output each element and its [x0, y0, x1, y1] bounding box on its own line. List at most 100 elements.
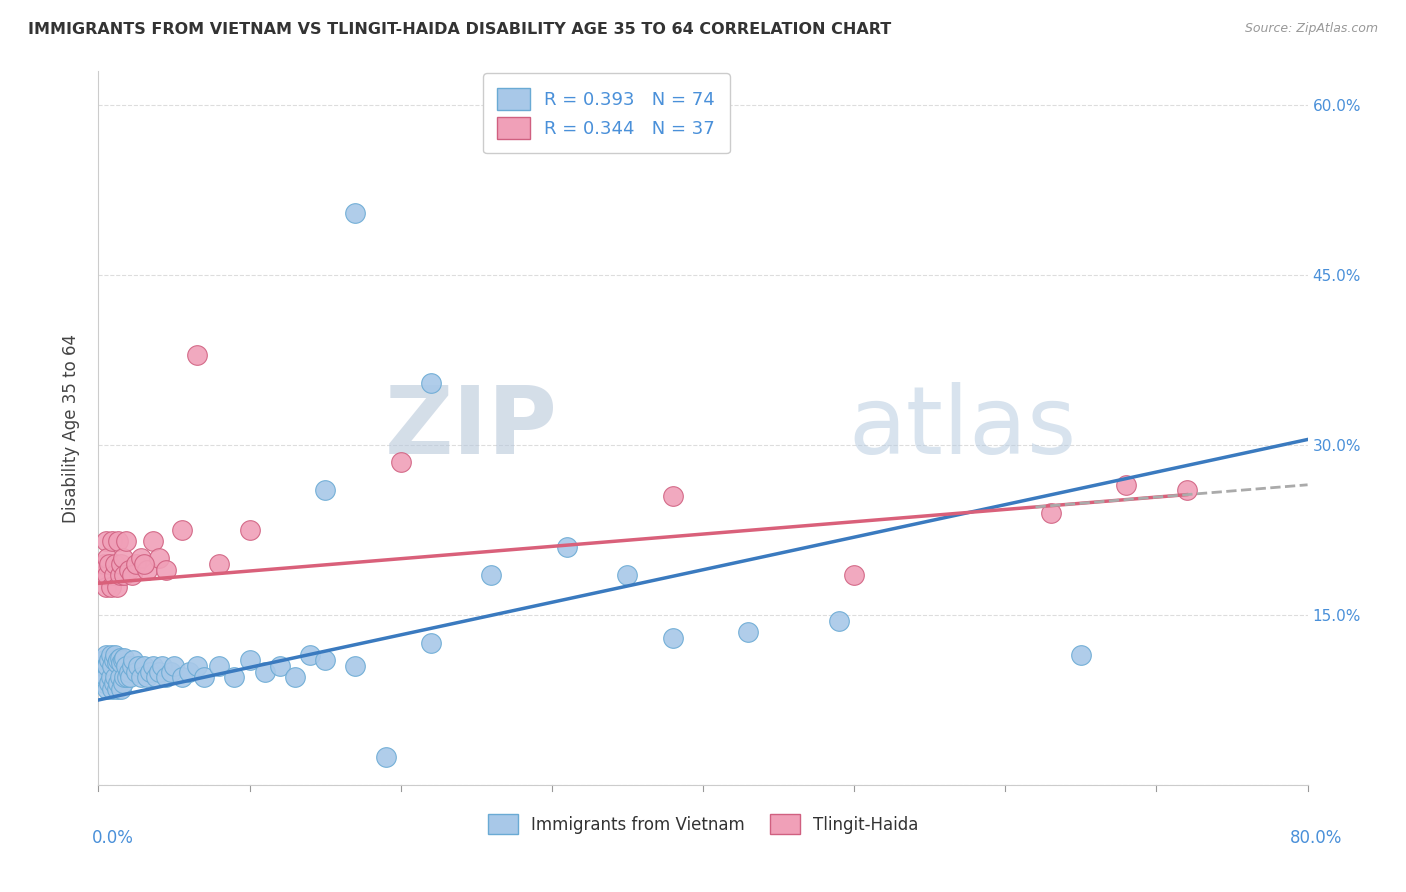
Point	[374, 749, 396, 764]
Point	[170, 523, 193, 537]
Point	[96, 659, 118, 673]
Point	[96, 681, 118, 696]
Point	[118, 665, 141, 679]
Point	[170, 670, 193, 684]
Point	[93, 676, 115, 690]
Point	[737, 625, 759, 640]
Point	[142, 534, 165, 549]
Point	[135, 563, 157, 577]
Point	[163, 659, 186, 673]
Point	[94, 670, 117, 684]
Point	[314, 653, 336, 667]
Text: Source: ZipAtlas.com: Source: ZipAtlas.com	[1244, 22, 1378, 36]
Point	[125, 665, 148, 679]
Point	[239, 523, 262, 537]
Point	[96, 568, 118, 582]
Text: 80.0%: 80.0%	[1291, 830, 1343, 847]
Point	[104, 670, 127, 684]
Point	[239, 653, 262, 667]
Point	[105, 656, 128, 670]
Point	[101, 681, 124, 696]
Point	[108, 651, 131, 665]
Point	[114, 534, 136, 549]
Point	[148, 665, 170, 679]
Point	[120, 670, 142, 684]
Text: atlas: atlas	[848, 382, 1077, 475]
Point	[186, 347, 208, 361]
Point	[155, 563, 177, 577]
Point	[122, 653, 145, 667]
Point	[121, 659, 143, 673]
Point	[253, 665, 276, 679]
Point	[105, 681, 128, 696]
Point	[125, 557, 148, 571]
Point	[105, 580, 128, 594]
Point	[100, 648, 122, 662]
Point	[314, 483, 336, 498]
Point	[132, 659, 155, 673]
Point	[108, 670, 131, 684]
Point	[93, 557, 115, 571]
Point	[103, 653, 125, 667]
Point	[94, 580, 117, 594]
Point	[91, 659, 114, 673]
Point	[107, 653, 129, 667]
Point	[420, 636, 443, 650]
Point	[108, 568, 131, 582]
Point	[112, 651, 135, 665]
Point	[481, 568, 503, 582]
Point	[661, 631, 683, 645]
Point	[208, 557, 231, 571]
Legend: Immigrants from Vietnam, Tlingit-Haida: Immigrants from Vietnam, Tlingit-Haida	[481, 807, 925, 841]
Point	[101, 534, 124, 549]
Point	[160, 665, 183, 679]
Point	[555, 540, 578, 554]
Point	[1115, 477, 1137, 491]
Point	[132, 557, 155, 571]
Point	[284, 670, 307, 684]
Point	[121, 568, 143, 582]
Text: ZIP: ZIP	[385, 382, 558, 475]
Point	[115, 670, 138, 684]
Point	[110, 557, 132, 571]
Point	[179, 665, 201, 679]
Point	[269, 659, 291, 673]
Point	[98, 557, 121, 571]
Point	[91, 568, 114, 582]
Point	[94, 648, 117, 662]
Point	[1039, 506, 1062, 520]
Point	[98, 653, 121, 667]
Point	[139, 665, 162, 679]
Point	[344, 659, 367, 673]
Point	[616, 568, 638, 582]
Point	[90, 670, 112, 684]
Point	[828, 614, 851, 628]
Point	[389, 455, 412, 469]
Point	[100, 580, 122, 594]
Y-axis label: Disability Age 35 to 64: Disability Age 35 to 64	[62, 334, 80, 523]
Point	[96, 551, 118, 566]
Point	[110, 656, 132, 670]
Point	[420, 376, 443, 390]
Point	[100, 670, 122, 684]
Point	[107, 676, 129, 690]
Point	[112, 670, 135, 684]
Point	[111, 676, 134, 690]
Point	[112, 568, 135, 582]
Point	[107, 534, 129, 549]
Point	[150, 659, 173, 673]
Point	[103, 568, 125, 582]
Point	[101, 659, 124, 673]
Text: 0.0%: 0.0%	[91, 830, 134, 847]
Point	[148, 551, 170, 566]
Point	[1070, 648, 1092, 662]
Point	[135, 670, 157, 684]
Point	[94, 534, 117, 549]
Point	[844, 568, 866, 582]
Point	[155, 670, 177, 684]
Point	[104, 557, 127, 571]
Point	[145, 670, 167, 684]
Point	[299, 648, 322, 662]
Point	[110, 681, 132, 696]
Point	[186, 659, 208, 673]
